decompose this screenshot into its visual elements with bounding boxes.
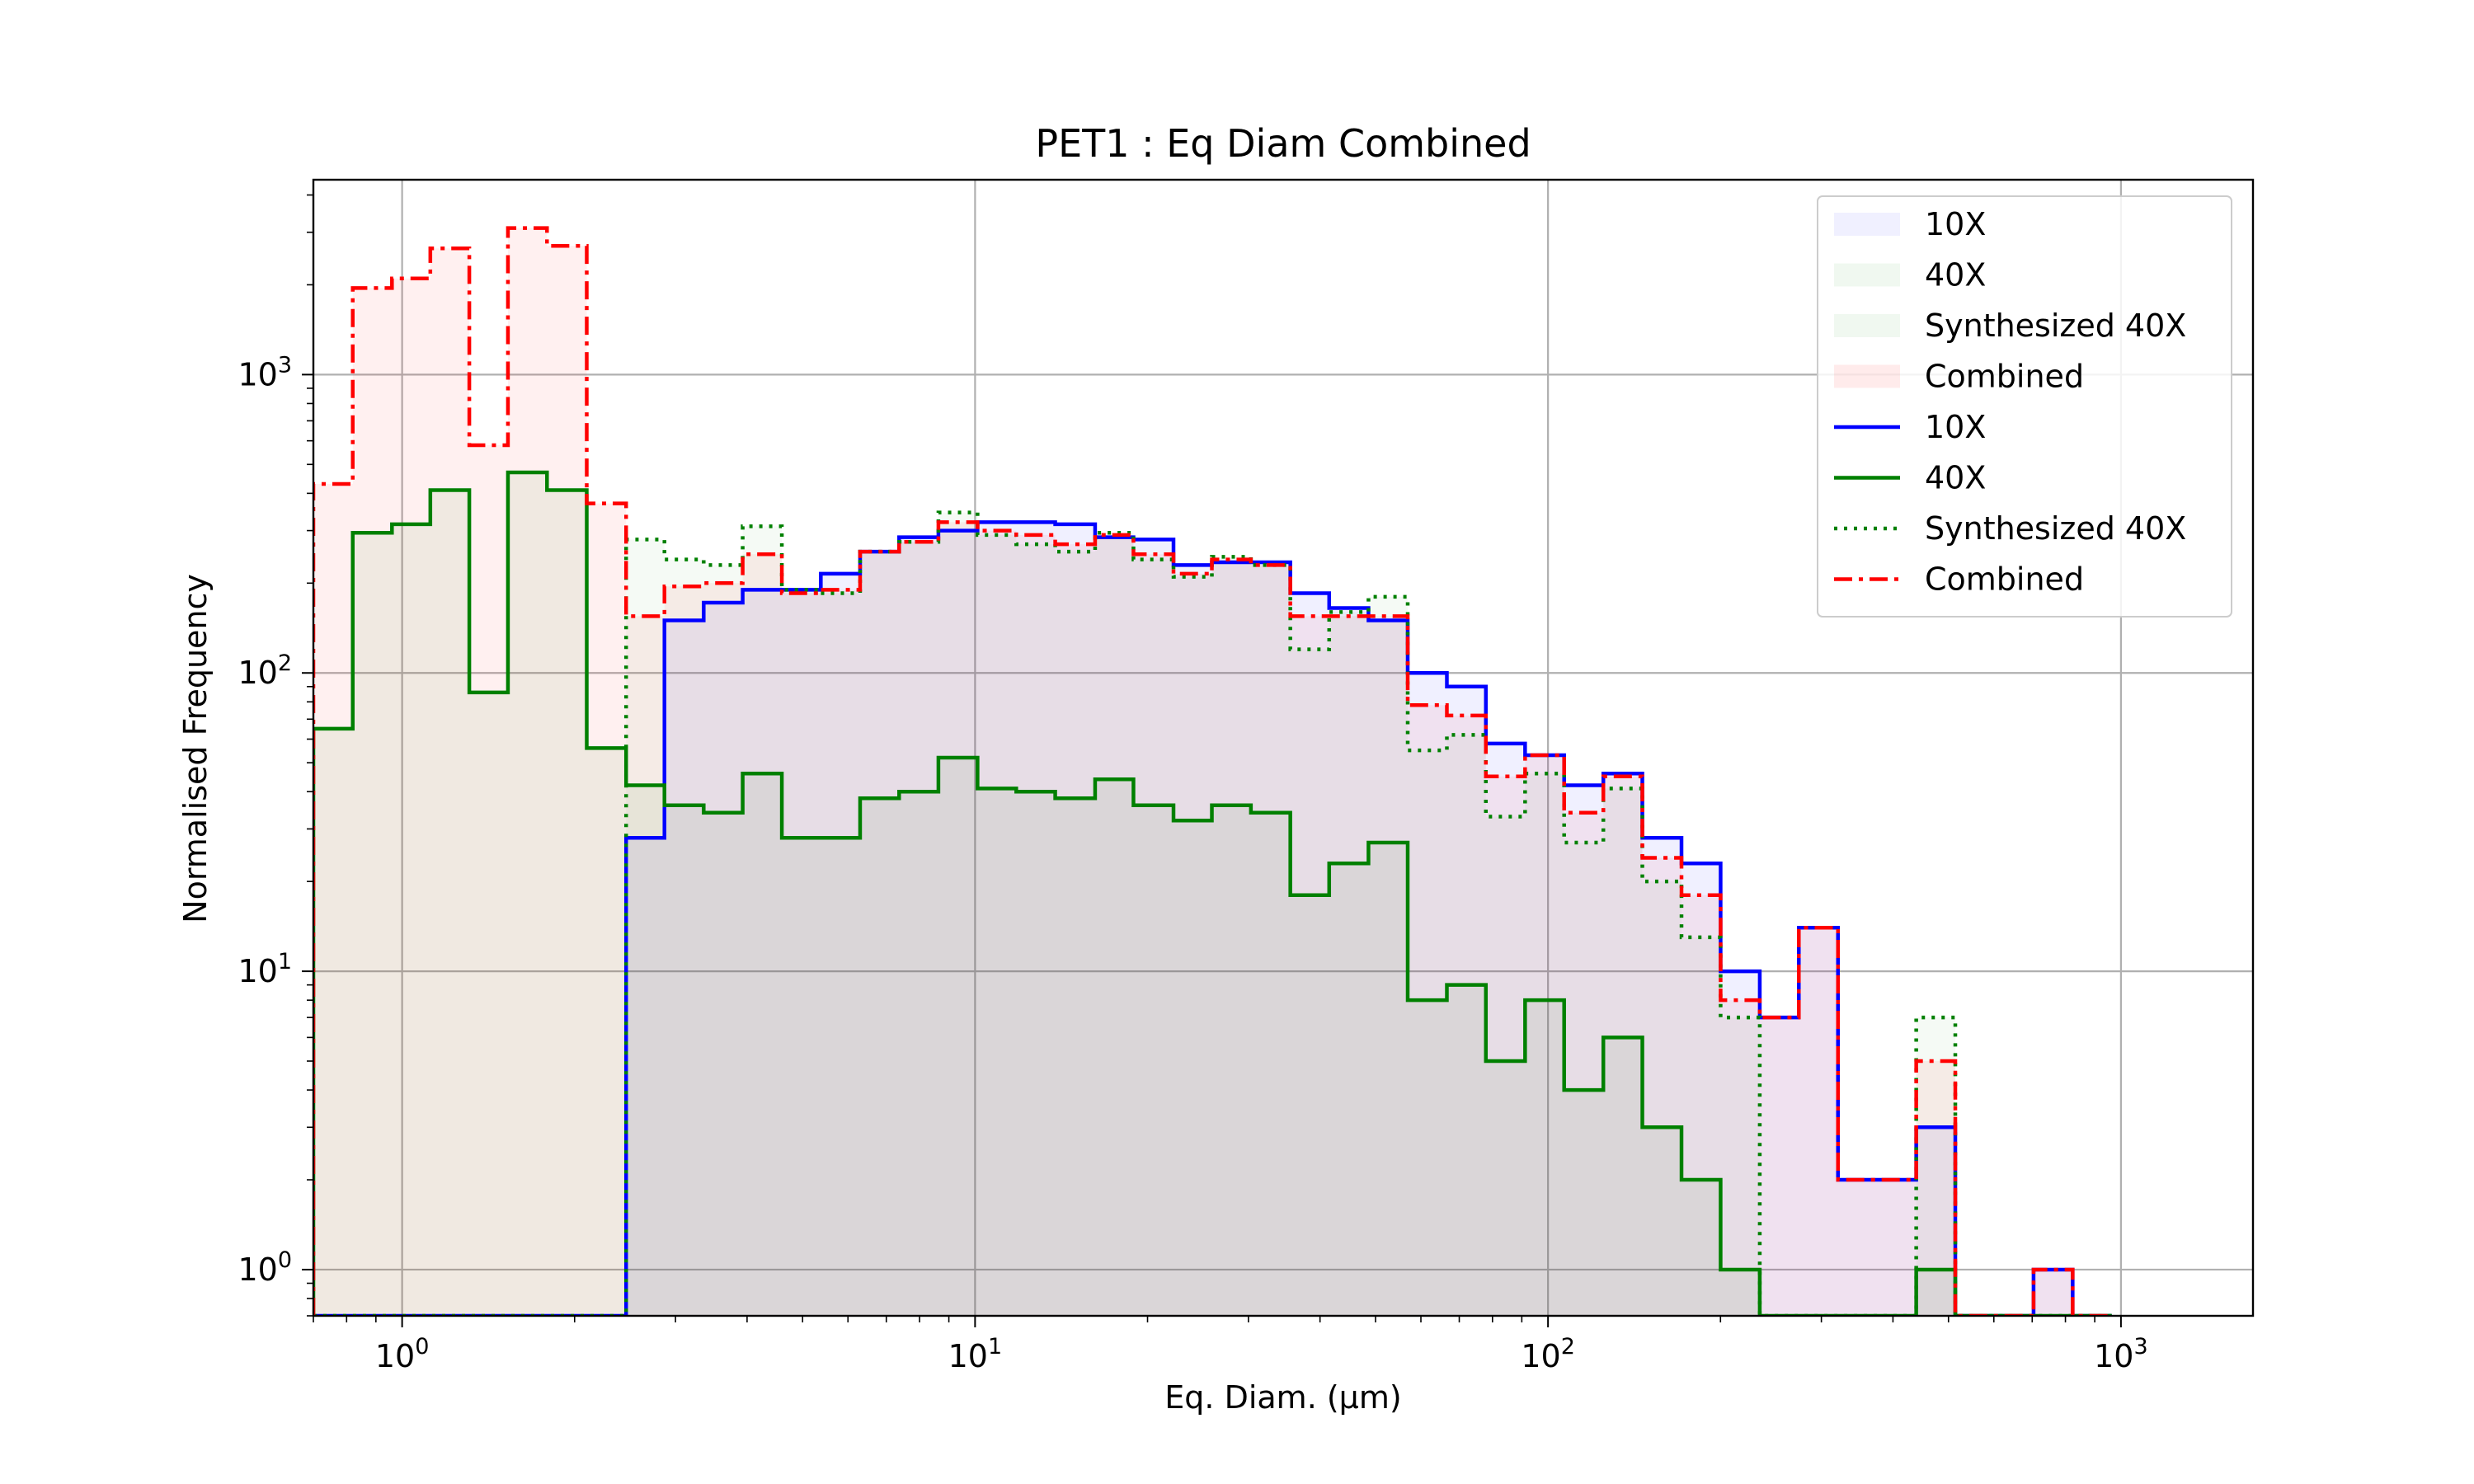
series-line-synthesized-40x <box>313 510 2112 1316</box>
series-fills <box>313 228 2112 1316</box>
y-axis-label: Normalised Frequency <box>177 574 214 923</box>
y-tick-label: 101 <box>238 949 292 989</box>
legend-label: Synthesized 40X <box>1925 510 2186 547</box>
legend-box <box>1817 195 2232 618</box>
legend-patch <box>1834 364 1900 388</box>
axes: 100 101 102 103 100 101 102 103 <box>238 178 2255 1374</box>
legend-label: 40X <box>1925 257 1986 294</box>
series-fill-10x <box>313 522 2112 1316</box>
plot-frame <box>312 178 2255 1317</box>
x-tick-label: 100 <box>375 1334 430 1374</box>
legend-label: 10X <box>1925 206 1986 242</box>
x-axis-label: Eq. Diam. (μm) <box>1164 1379 1401 1416</box>
y-tick-label: 102 <box>238 650 292 691</box>
series-fill-40x <box>313 472 2112 1316</box>
x-tick-label: 102 <box>1521 1334 1575 1374</box>
y-tick-label: 100 <box>238 1247 292 1288</box>
legend-label: 40X <box>1925 460 1986 496</box>
series-line-combined <box>313 226 2112 1316</box>
legend-patch <box>1834 263 1900 287</box>
legend-label: Combined <box>1925 561 2084 598</box>
y-tick-label: 103 <box>238 352 292 392</box>
chart-title: PET1 : Eq Diam Combined <box>1035 121 1531 166</box>
series-fill-combined <box>313 228 2112 1316</box>
legend-label: Combined <box>1925 359 2084 395</box>
legend-patch <box>1834 314 1900 337</box>
series-line-40x <box>313 470 2112 1316</box>
legend: 10X 40X Synthesized 40X Combined 10X 40X Synth… <box>1817 195 2232 618</box>
series-lines <box>313 226 2112 1316</box>
legend-label: Synthesized 40X <box>1925 308 2186 344</box>
x-tick-label: 103 <box>2094 1334 2148 1374</box>
legend-label: 10X <box>1925 409 1986 445</box>
legend-patch <box>1834 213 1900 236</box>
x-tick-label: 101 <box>948 1334 1003 1374</box>
series-fill-synthesized-40x <box>313 512 2112 1316</box>
